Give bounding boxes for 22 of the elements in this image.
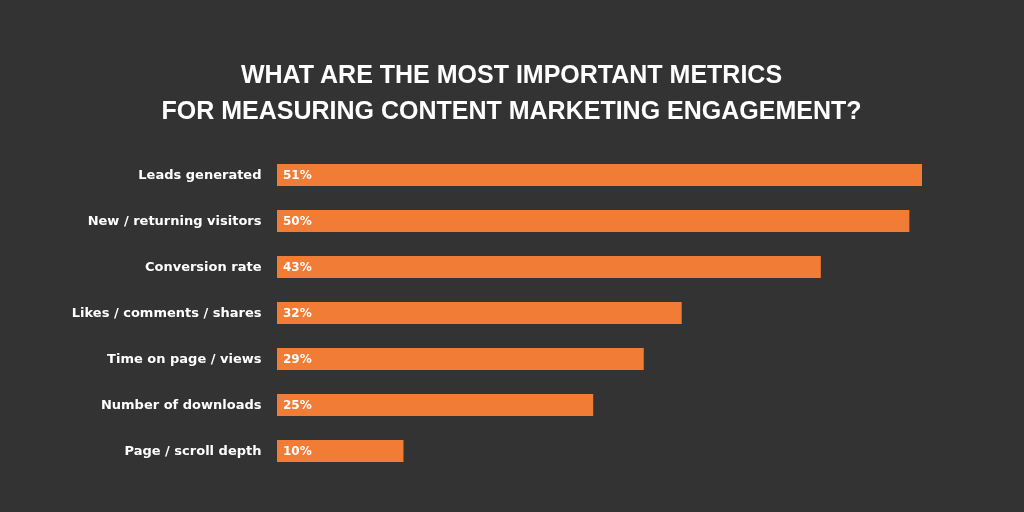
y-tick-label: Time on page / views: [107, 351, 262, 366]
data-label: 10%: [283, 444, 312, 458]
y-tick-label: Page / scroll depth: [124, 443, 262, 458]
y-tick-label: Conversion rate: [144, 259, 262, 274]
y-tick-label: New / returning visitors: [87, 213, 262, 228]
bar: [277, 163, 922, 187]
bar: [277, 393, 594, 417]
data-label: 43%: [283, 260, 312, 274]
bar: [277, 255, 821, 279]
data-label: 50%: [283, 214, 312, 228]
data-label: 32%: [283, 306, 312, 320]
data-label: 29%: [283, 352, 312, 366]
bar: [277, 439, 404, 463]
bar: [277, 301, 682, 325]
y-tick-label: Leads generated: [138, 167, 262, 182]
y-tick-label: Likes / comments / shares: [71, 305, 262, 320]
chart-title: WHAT ARE THE MOST IMPORTANT METRICS FOR MEASURING CONTENT MARKETING ENGAGEMENT?: [161, 60, 862, 124]
bar: [277, 209, 910, 233]
y-tick-label: Number of downloads: [100, 397, 262, 412]
bar: [277, 347, 644, 371]
data-label: 51%: [283, 168, 312, 182]
data-label: 25%: [283, 398, 312, 412]
